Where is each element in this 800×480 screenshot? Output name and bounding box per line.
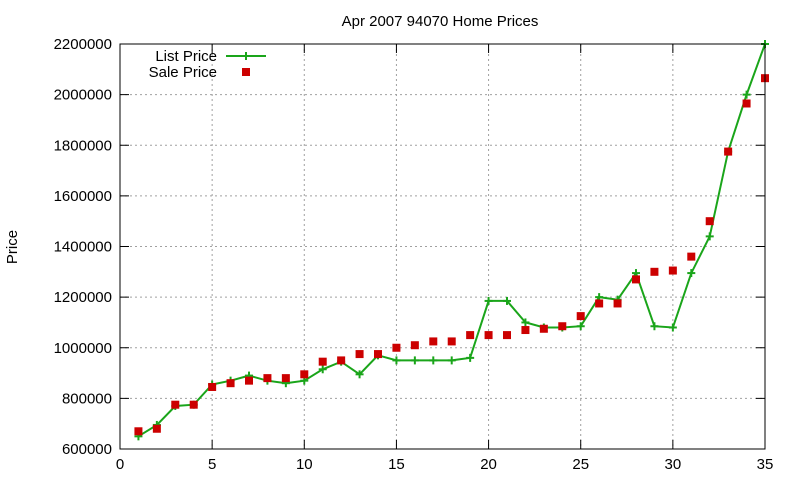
x-tick-label: 0 bbox=[116, 456, 124, 473]
point-sale-price bbox=[410, 341, 419, 350]
grid bbox=[120, 44, 765, 449]
point-list-price bbox=[392, 356, 401, 365]
x-tick-label: 5 bbox=[208, 456, 216, 473]
point-sale-price bbox=[558, 322, 567, 331]
point-sale-price bbox=[484, 331, 493, 340]
point-sale-price bbox=[705, 217, 714, 226]
point-sale-price bbox=[447, 337, 456, 346]
y-tick-label: 1600000 bbox=[54, 188, 112, 205]
point-list-price bbox=[576, 322, 585, 331]
point-sale-price bbox=[226, 379, 235, 388]
x-tick-label: 35 bbox=[757, 456, 774, 473]
plot-frame bbox=[119, 43, 766, 450]
point-list-price bbox=[410, 356, 419, 365]
x-tick-label: 10 bbox=[296, 456, 313, 473]
point-sale-price bbox=[189, 400, 198, 409]
point-sale-price bbox=[134, 427, 143, 436]
axis-ticks: 600000 800000 1000000 1200000 1400000 1600000… bbox=[54, 36, 774, 473]
legend-marker-sale-price bbox=[242, 68, 250, 76]
point-sale-price bbox=[466, 331, 475, 340]
point-list-price bbox=[668, 323, 677, 332]
point-sale-price bbox=[650, 267, 659, 276]
y-tick-label: 2000000 bbox=[54, 87, 112, 104]
point-sale-price bbox=[576, 312, 585, 321]
point-sale-price bbox=[392, 343, 401, 352]
point-sale-price bbox=[263, 374, 272, 383]
point-sale-price bbox=[281, 374, 290, 383]
point-sale-price bbox=[355, 350, 364, 359]
point-list-price bbox=[355, 370, 364, 379]
y-tick-label: 1200000 bbox=[54, 289, 112, 306]
y-tick-label: 1800000 bbox=[54, 137, 112, 154]
y-tick-label: 2200000 bbox=[54, 36, 112, 53]
x-tick-label: 20 bbox=[480, 456, 497, 473]
point-sale-price bbox=[613, 299, 622, 308]
point-sale-price bbox=[595, 299, 604, 308]
point-sale-price bbox=[171, 400, 180, 409]
point-sale-price bbox=[539, 324, 548, 333]
chart-title: Apr 2007 94070 Home Prices bbox=[342, 13, 539, 30]
point-sale-price bbox=[374, 350, 382, 359]
point-list-price bbox=[466, 353, 475, 362]
point-sale-price bbox=[632, 275, 640, 284]
point-sale-price bbox=[152, 424, 161, 433]
legend-label-list-price: List Price bbox=[155, 48, 217, 65]
y-tick-label: 1400000 bbox=[54, 239, 112, 256]
point-sale-price bbox=[337, 356, 346, 365]
y-tick-label: 600000 bbox=[62, 441, 112, 458]
point-list-price bbox=[705, 232, 714, 241]
point-list-price bbox=[429, 356, 438, 365]
y-tick-label: 800000 bbox=[62, 390, 112, 407]
point-sale-price bbox=[208, 382, 217, 391]
x-tick-label: 25 bbox=[572, 456, 589, 473]
series-layer bbox=[134, 40, 769, 441]
series-line-list-price bbox=[137, 43, 766, 438]
point-sale-price bbox=[318, 357, 327, 366]
point-sale-price bbox=[668, 266, 677, 275]
point-list-price bbox=[742, 90, 751, 99]
x-tick-label: 30 bbox=[665, 456, 682, 473]
point-sale-price bbox=[687, 252, 696, 261]
x-tick-label: 15 bbox=[388, 456, 405, 473]
point-sale-price bbox=[521, 326, 530, 335]
point-list-price bbox=[650, 322, 659, 331]
point-list-price bbox=[503, 296, 511, 305]
point-sale-price bbox=[300, 370, 309, 379]
point-sale-price bbox=[503, 331, 511, 340]
point-sale-price bbox=[429, 337, 438, 346]
point-list-price bbox=[687, 269, 696, 278]
y-axis-label: Price bbox=[4, 230, 21, 264]
point-sale-price bbox=[724, 147, 733, 156]
point-sale-price bbox=[742, 99, 751, 108]
point-list-price bbox=[521, 318, 530, 327]
legend-label-sale-price: Sale Price bbox=[149, 64, 217, 81]
point-list-price bbox=[484, 296, 493, 305]
point-list-price bbox=[447, 356, 456, 365]
point-list-price bbox=[318, 365, 327, 374]
y-tick-label: 1000000 bbox=[54, 340, 112, 357]
point-sale-price bbox=[245, 376, 253, 385]
